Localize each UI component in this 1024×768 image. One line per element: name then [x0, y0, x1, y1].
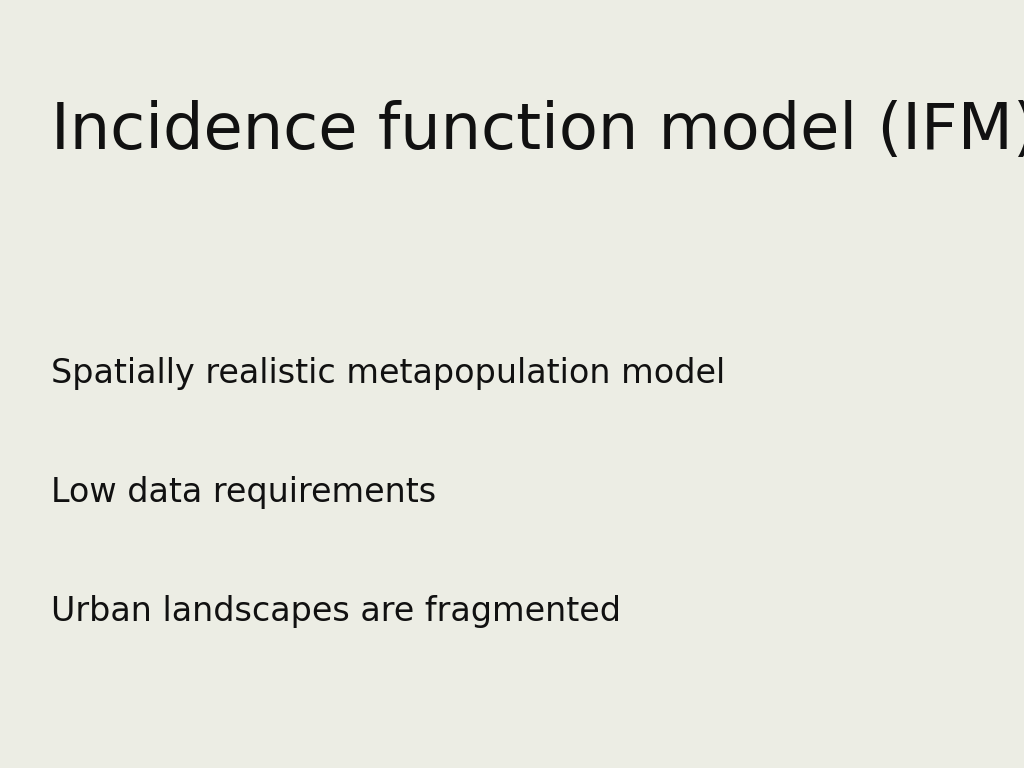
Text: Incidence function model (IFM): Incidence function model (IFM) — [51, 100, 1024, 162]
Text: Spatially realistic metapopulation model: Spatially realistic metapopulation model — [51, 357, 725, 390]
Text: Low data requirements: Low data requirements — [51, 476, 436, 509]
Text: Urban landscapes are fragmented: Urban landscapes are fragmented — [51, 595, 622, 628]
